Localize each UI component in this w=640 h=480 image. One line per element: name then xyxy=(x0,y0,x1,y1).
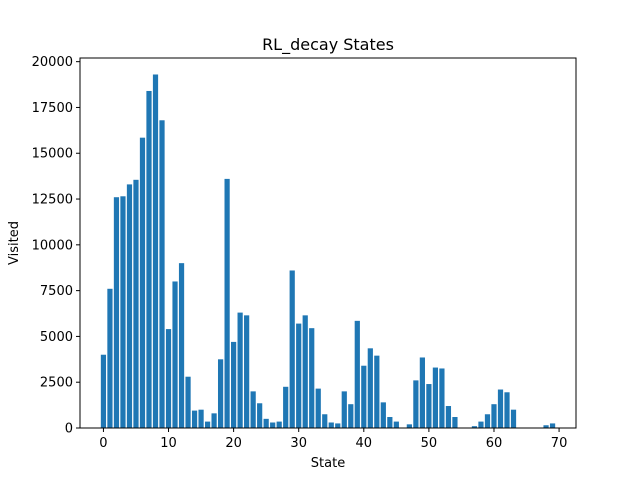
bar-state-27 xyxy=(276,421,282,428)
bar-state-68 xyxy=(543,425,549,428)
bar-state-42 xyxy=(374,355,380,428)
y-tick-label: 0 xyxy=(65,422,73,437)
bar-state-14 xyxy=(191,410,198,428)
bar-state-35 xyxy=(328,422,334,428)
bar-state-29 xyxy=(289,270,295,428)
y-tick-label: 20000 xyxy=(32,55,73,70)
bar-state-41 xyxy=(367,348,373,428)
bar-state-15 xyxy=(198,409,204,428)
bar-state-4 xyxy=(126,184,133,428)
bar-state-0 xyxy=(100,354,107,428)
bar-state-47 xyxy=(406,424,412,428)
bar-state-49 xyxy=(419,357,425,428)
bar-state-59 xyxy=(484,414,491,428)
bar-state-6 xyxy=(139,137,146,428)
bar-state-38 xyxy=(348,404,354,428)
bar-state-10 xyxy=(165,329,172,428)
bar-state-2 xyxy=(113,197,120,428)
x-tick-label: 20 xyxy=(225,436,242,451)
bar-state-32 xyxy=(309,328,315,428)
bar-state-48 xyxy=(413,380,419,428)
bar-state-39 xyxy=(354,320,360,428)
bar-state-45 xyxy=(393,421,399,428)
bar-state-43 xyxy=(380,402,386,428)
bar-state-19 xyxy=(224,178,230,428)
y-tick-label: 10000 xyxy=(32,238,73,253)
bar-state-62 xyxy=(504,392,510,428)
y-tick-label: 12500 xyxy=(32,193,73,208)
bar-state-8 xyxy=(152,74,159,429)
bar-state-61 xyxy=(497,389,504,428)
bar-state-54 xyxy=(452,417,458,428)
bar-state-16 xyxy=(204,421,211,428)
bar-state-28 xyxy=(283,386,289,428)
x-tick-label: 70 xyxy=(551,436,568,451)
bar-state-69 xyxy=(549,423,556,428)
y-tick-label: 2500 xyxy=(40,376,73,391)
x-tick-label: 10 xyxy=(160,436,177,451)
x-axis-title: State xyxy=(311,456,345,471)
bar-state-26 xyxy=(270,422,276,428)
chart-title: RL_decay States xyxy=(262,35,394,55)
bar-state-30 xyxy=(296,323,302,428)
bar-state-17 xyxy=(211,413,217,428)
y-tick-label: 17500 xyxy=(32,101,73,116)
bar-state-34 xyxy=(322,414,328,428)
bar-state-21 xyxy=(237,312,243,428)
bar-state-3 xyxy=(120,196,126,428)
bar-state-12 xyxy=(178,263,185,428)
x-axis: 0 10 20 30 40 50 60 70 xyxy=(99,428,567,451)
bar-state-37 xyxy=(341,391,347,428)
bar-state-40 xyxy=(361,365,367,428)
bar-state-5 xyxy=(133,179,139,428)
bar-state-51 xyxy=(432,367,439,428)
bar-state-22 xyxy=(244,315,250,428)
bar-state-11 xyxy=(172,281,178,428)
bar-state-1 xyxy=(107,288,113,428)
bar-state-36 xyxy=(335,423,341,428)
bar-state-63 xyxy=(510,409,517,428)
x-tick-label: 30 xyxy=(290,436,307,451)
x-tick-label: 60 xyxy=(486,436,503,451)
bar-state-25 xyxy=(263,418,269,428)
y-tick-label: 7500 xyxy=(40,284,73,299)
x-tick-label: 0 xyxy=(99,436,107,451)
y-tick-label: 5000 xyxy=(40,330,73,345)
bar-state-24 xyxy=(257,403,263,428)
bar-state-18 xyxy=(217,359,224,428)
y-axis: 0 2500 5000 7500 10000 12500 15000 17500 20000 xyxy=(32,55,80,437)
bar-state-44 xyxy=(387,417,393,428)
bar-state-9 xyxy=(159,120,165,428)
bar-state-57 xyxy=(471,426,478,428)
bars-group xyxy=(100,74,556,429)
y-tick-label: 15000 xyxy=(32,147,73,162)
bar-state-52 xyxy=(439,368,445,428)
bar-state-7 xyxy=(146,90,152,428)
bar-state-53 xyxy=(445,406,452,428)
bar-state-23 xyxy=(250,391,256,428)
bar-state-20 xyxy=(231,341,237,428)
bar-state-58 xyxy=(478,421,484,428)
x-tick-label: 40 xyxy=(356,436,373,451)
x-tick-label: 50 xyxy=(421,436,438,451)
bar-state-31 xyxy=(302,315,308,428)
bar-state-33 xyxy=(315,388,321,428)
y-axis-title: Visited xyxy=(7,221,22,265)
bar-state-60 xyxy=(491,404,497,428)
plot-frame xyxy=(79,57,577,429)
bar-state-13 xyxy=(185,376,191,428)
bar-state-50 xyxy=(426,384,432,428)
